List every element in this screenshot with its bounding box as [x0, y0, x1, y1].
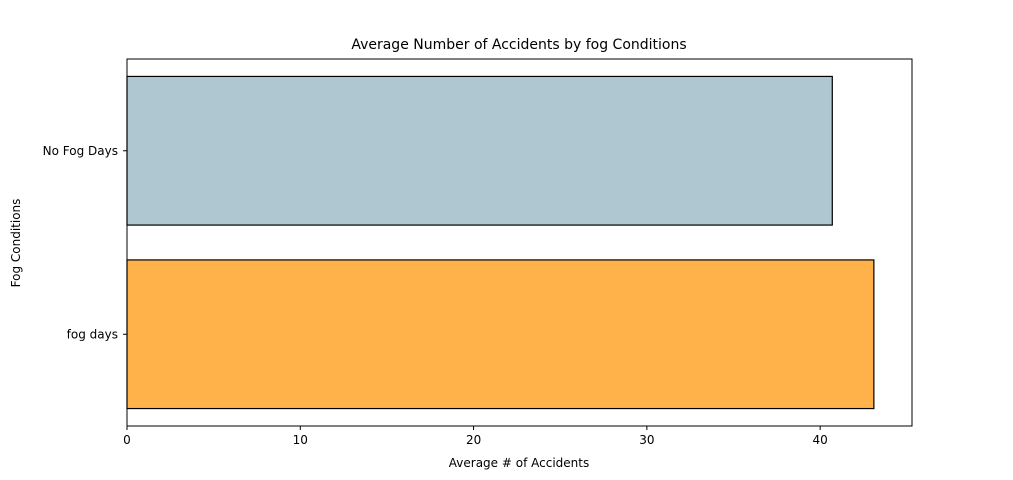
x-axis: 0 10 20 30 40 [123, 426, 828, 447]
bars-layer [126, 75, 875, 410]
y-tick-label: No Fog Days [43, 144, 118, 158]
x-tick-label: 20 [466, 433, 481, 447]
bar-no-fog-days [126, 75, 833, 226]
bar-fog-days [126, 259, 875, 410]
x-tick-label: 40 [813, 433, 828, 447]
y-axis: No Fog Days fog days [43, 144, 127, 341]
x-tick-label: 30 [639, 433, 654, 447]
x-tick-label: 0 [123, 433, 131, 447]
chart-title: Average Number of Accidents by fog Condi… [351, 37, 686, 53]
x-tick-label: 10 [293, 433, 308, 447]
x-axis-title: Average # of Accidents [449, 456, 589, 470]
y-tick-label: fog days [67, 327, 118, 341]
plot-frame [126, 58, 913, 427]
y-axis-title: Fog Conditions [9, 199, 23, 288]
